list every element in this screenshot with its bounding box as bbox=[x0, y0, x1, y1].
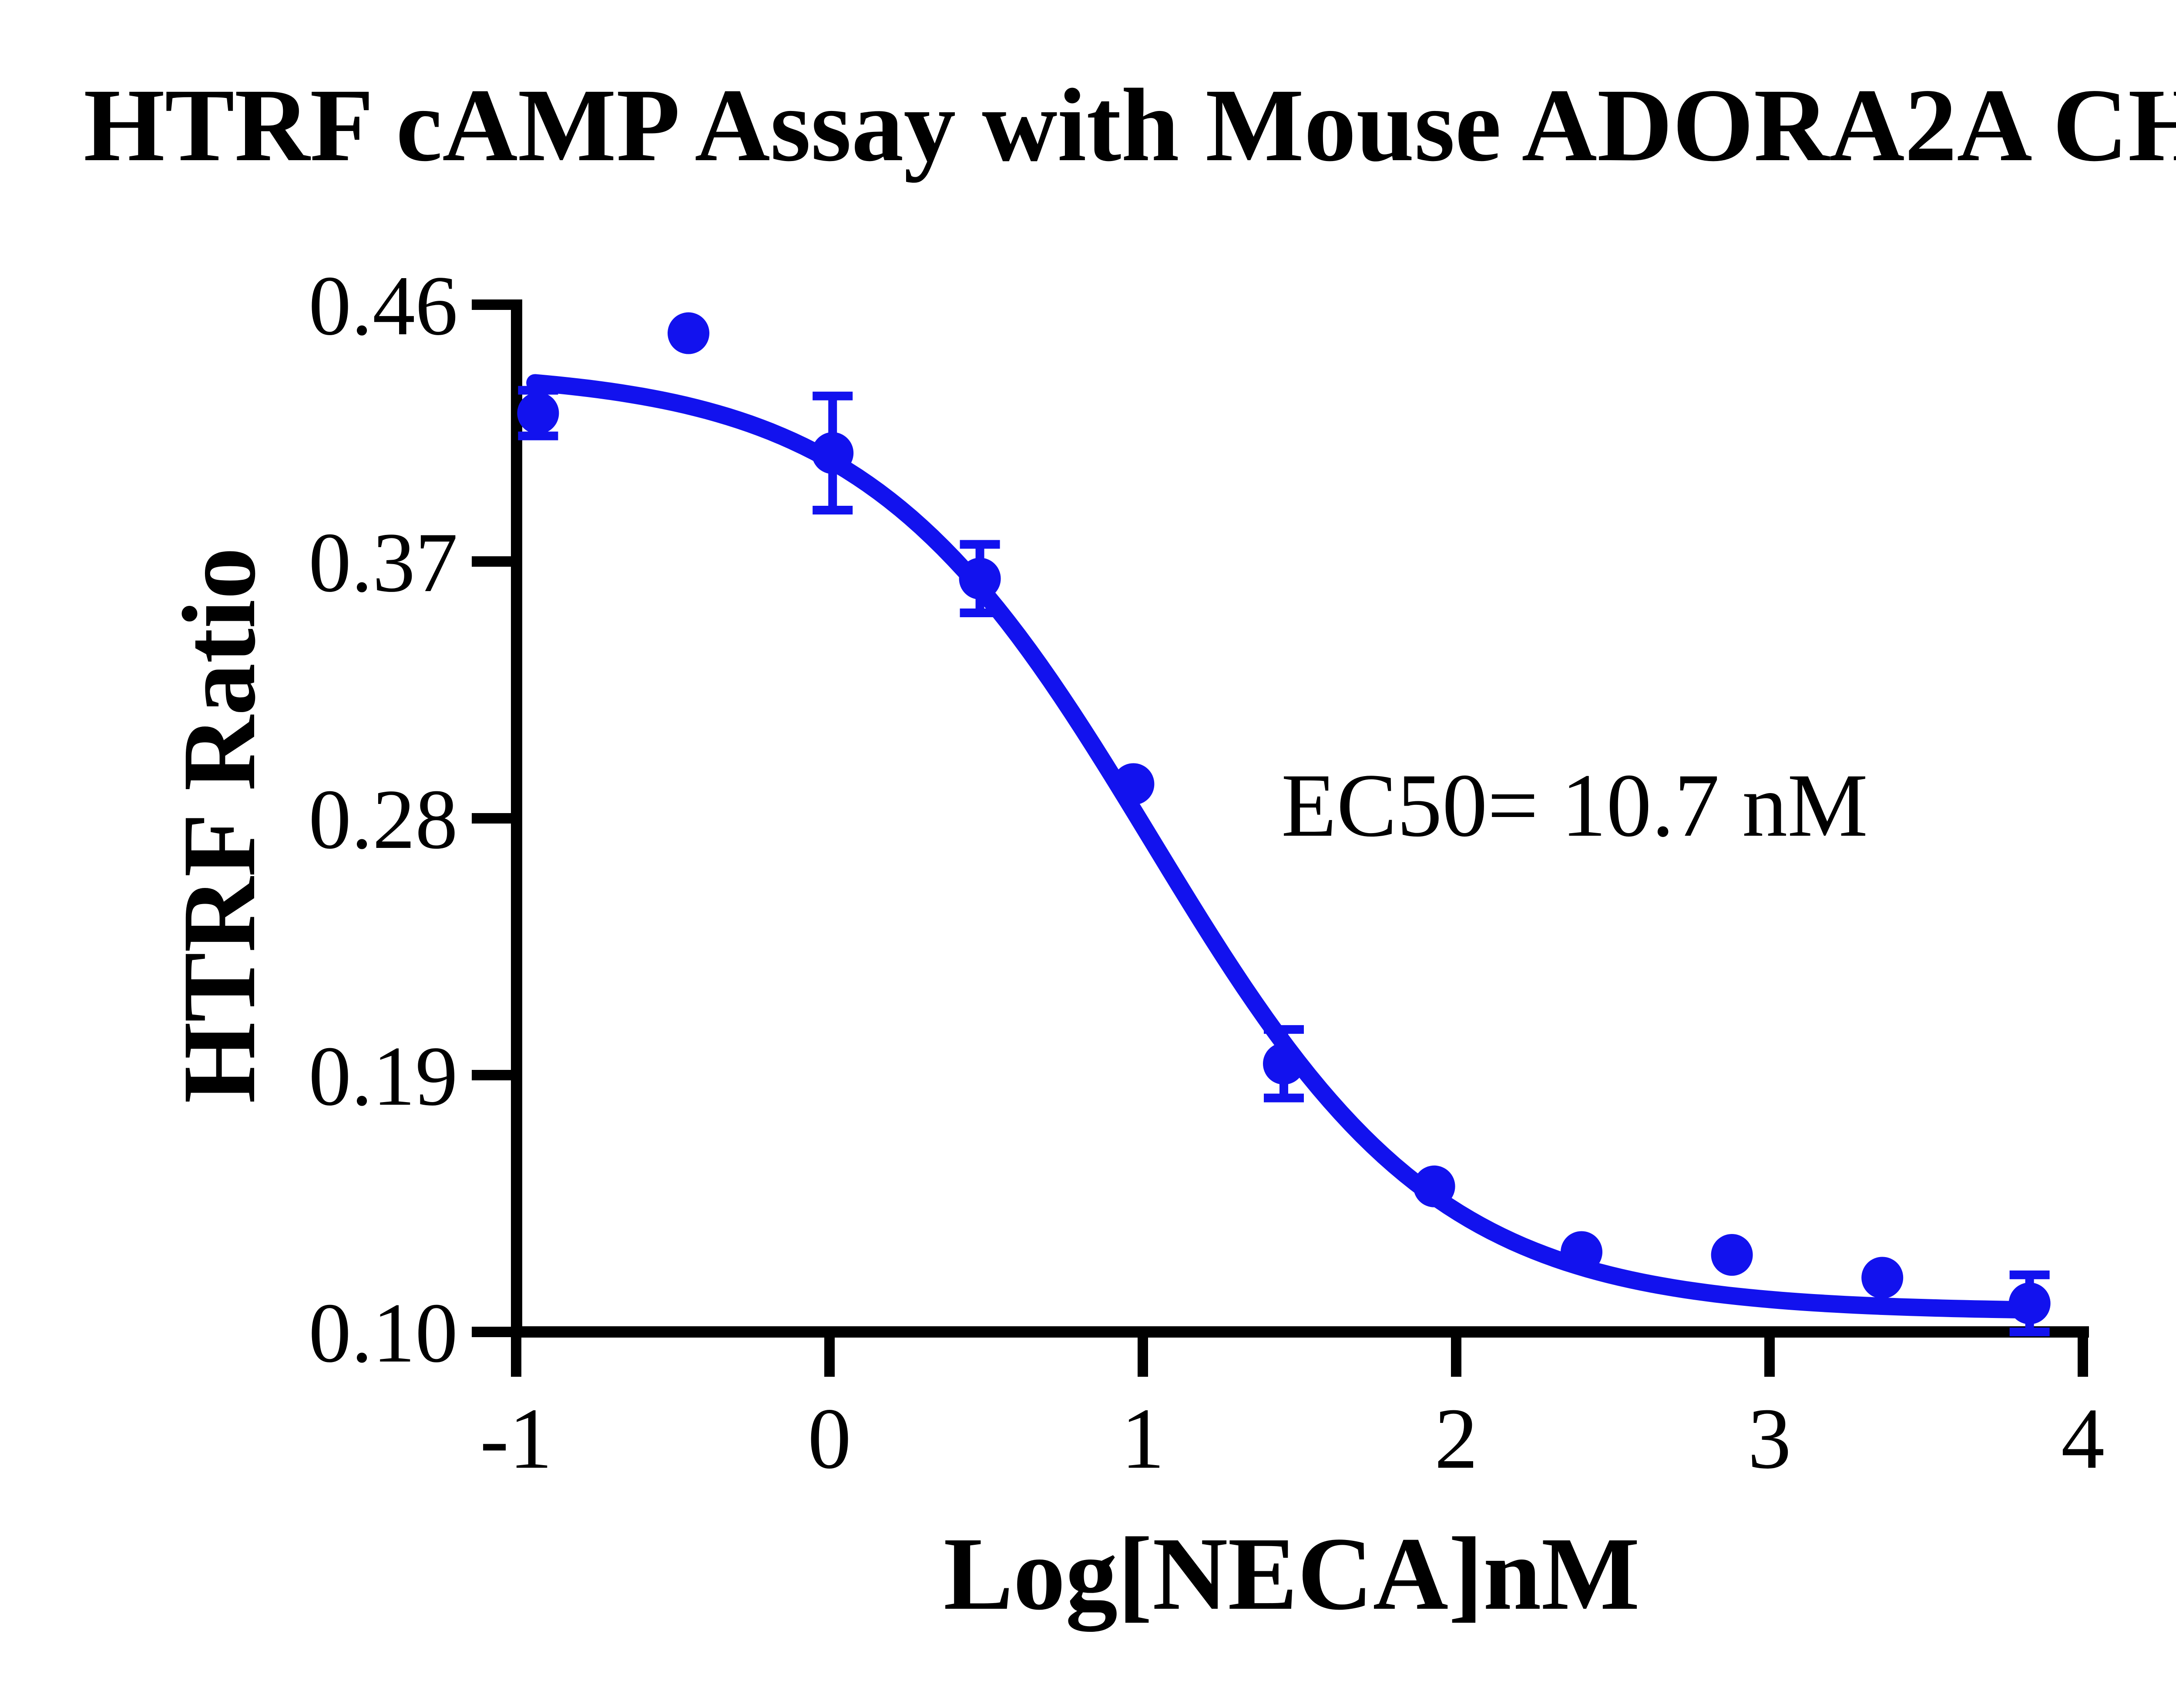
data-point bbox=[959, 558, 1001, 600]
data-point bbox=[2008, 1282, 2051, 1325]
data-point bbox=[1263, 1042, 1305, 1085]
chart-title: HTRF cAMP Assay with Mouse ADORA2A CHO(C… bbox=[84, 68, 2176, 183]
y-tick-label: 0.37 bbox=[309, 515, 458, 610]
y-tick-label: 0.19 bbox=[309, 1029, 458, 1123]
data-point bbox=[812, 432, 854, 474]
y-tick-label: 0.28 bbox=[309, 772, 458, 867]
x-tick-label: 4 bbox=[2061, 1391, 2105, 1487]
data-point bbox=[1561, 1231, 1602, 1273]
data-point bbox=[517, 392, 559, 434]
x-tick-label: 0 bbox=[808, 1391, 851, 1487]
ec50-annotation: EC50= 10.7 nM bbox=[1281, 757, 1868, 857]
y-tick-label: 0.46 bbox=[309, 259, 458, 353]
data-point bbox=[1112, 763, 1155, 805]
x-tick-label: 3 bbox=[1748, 1391, 1791, 1487]
x-tick-label: 2 bbox=[1434, 1391, 1478, 1487]
data-point bbox=[1413, 1165, 1455, 1207]
x-axis-title: Log[NECA]nM bbox=[944, 1516, 1640, 1631]
x-tick-label: -1 bbox=[480, 1391, 553, 1487]
data-point bbox=[668, 312, 709, 354]
x-tick-label: 1 bbox=[1121, 1391, 1165, 1487]
data-point bbox=[1711, 1234, 1753, 1276]
y-tick-label: 0.10 bbox=[309, 1286, 458, 1380]
data-point bbox=[1861, 1257, 1904, 1299]
